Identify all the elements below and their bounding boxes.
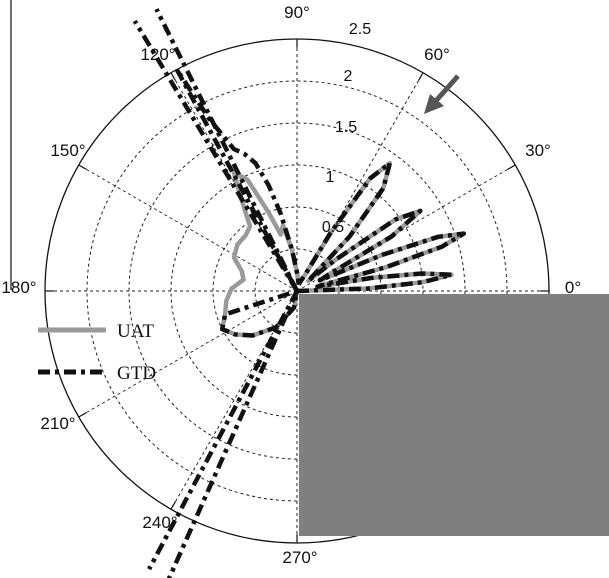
angle-tick-label: 150° <box>50 141 85 160</box>
angle-tick-label: 270° <box>282 548 317 567</box>
grid-spoke <box>78 290 298 418</box>
series-gtd-ray <box>132 19 299 293</box>
tick-labels: 0° 30° 60° 90° 120° 150° 180° 210° 240° 270° 0.5 1 1… <box>1 3 581 567</box>
angle-tick-label: 240° <box>142 513 177 532</box>
radial-tick-label: 2.5 <box>349 21 371 38</box>
legend-label-gtd: GTD <box>117 363 156 384</box>
series-gtd-ray <box>147 289 299 571</box>
grid-spoke <box>170 72 298 292</box>
angle-tick-mark <box>78 164 87 170</box>
radial-tick-label: 0.5 <box>322 219 344 236</box>
radial-tick-label: 1.5 <box>335 119 357 136</box>
angle-tick-mark <box>170 72 176 81</box>
legend: UAT GTD <box>38 321 156 384</box>
occluding-gray-box <box>299 294 609 536</box>
radial-tick-label: 2 <box>344 68 353 85</box>
angle-tick-mark <box>170 501 176 510</box>
series-gtd-ray <box>154 8 300 293</box>
angle-tick-mark <box>78 412 87 418</box>
radial-tick-label: 1 <box>326 169 335 186</box>
angle-tick-label: 210° <box>40 414 75 433</box>
angle-tick-label: 120° <box>140 45 175 64</box>
angle-tick-mark <box>418 72 424 81</box>
angle-tick-label: 180° <box>1 278 36 297</box>
annotation-arrow <box>424 74 460 114</box>
angle-tick-label: 90° <box>284 3 310 22</box>
angle-tick-label: 0° <box>565 278 581 297</box>
angle-tick-label: 60° <box>424 45 450 64</box>
series-gtd-ray <box>166 290 300 578</box>
series-gtd <box>174 67 467 338</box>
grid-spoke <box>296 72 424 292</box>
angle-tick-label: 30° <box>525 141 551 160</box>
angle-tick-mark <box>507 164 516 170</box>
grid-spoke <box>78 164 298 292</box>
legend-label-uat: UAT <box>117 321 154 342</box>
series-lines <box>132 8 467 578</box>
